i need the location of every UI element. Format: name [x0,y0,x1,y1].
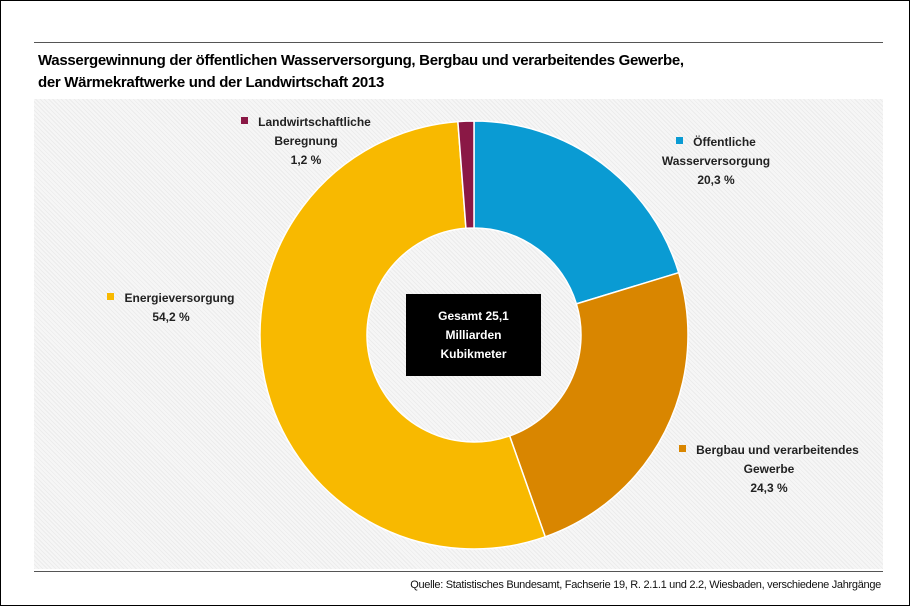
category-label: Öffentliche Wasserversorgung [661,135,771,168]
donut-slice [508,271,689,538]
value-label: 54,2 % [152,310,190,324]
donut-slice [473,120,680,305]
category-label: Landwirtschaftliche Beregnung [258,115,371,148]
slice-label: Öffentliche Wasserversorgung 20,3 % [641,133,791,190]
bottom-rule [34,571,883,572]
top-rule [34,42,883,43]
value-label: 24,3 % [750,481,788,495]
slice-label: Bergbau und verarbeitendes Gewerbe 24,3 % [679,441,859,498]
value-label: 1,2 % [290,153,322,167]
donut-slice [259,120,547,550]
center-label: Gesamt 25,1 Milliarden Kubikmeter [406,294,541,376]
donut-slice [457,120,475,230]
legend-marker [676,137,684,144]
legend-marker [241,117,249,124]
source: Quelle: Statistisches Bundesamt, Fachser… [410,579,881,591]
value-label: 20,3 % [697,173,735,187]
legend-marker [679,445,687,452]
category-label: Bergbau und verarbeitendes Gewerbe [696,443,859,476]
legend-marker [107,293,115,300]
slice-label: Landwirtschaftliche Beregnung 1,2 % [236,113,376,170]
category-label: Energieversorgung [124,291,235,305]
chart-title: der Wärmekraftwerke und der Landwirtscha… [38,74,385,91]
chart-title: Wassergewinnung der öffentlichen Wasserv… [38,52,684,69]
slice-label: Energieversorgung 54,2 % [91,289,251,327]
